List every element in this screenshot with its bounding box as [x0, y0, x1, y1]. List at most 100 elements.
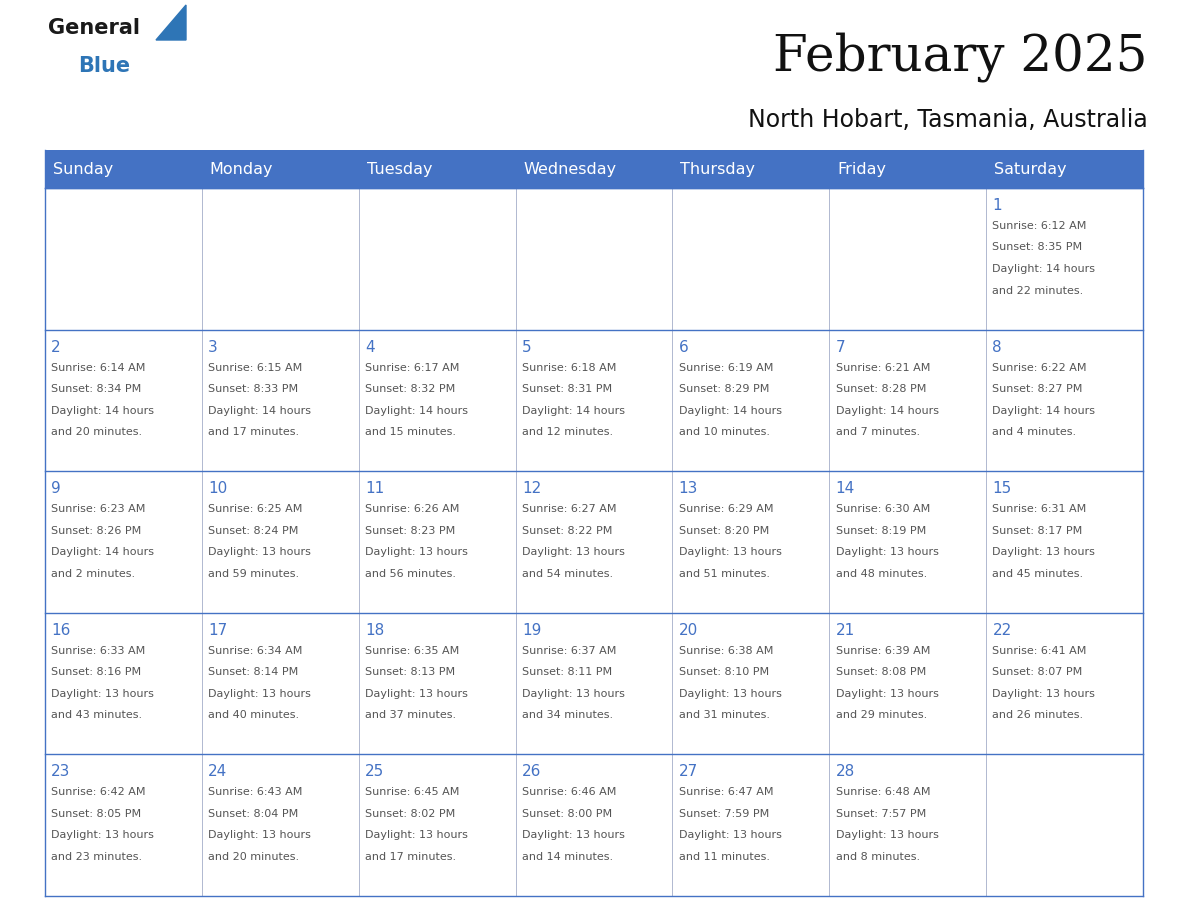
Text: and 17 minutes.: and 17 minutes.: [208, 427, 299, 437]
Text: Sunset: 8:16 PM: Sunset: 8:16 PM: [51, 667, 141, 677]
Text: Daylight: 13 hours: Daylight: 13 hours: [365, 831, 468, 840]
Bar: [45, 330, 202, 471]
Text: and 56 minutes.: and 56 minutes.: [365, 568, 456, 578]
Text: Sunrise: 6:35 AM: Sunrise: 6:35 AM: [365, 645, 460, 655]
Text: and 43 minutes.: and 43 minutes.: [51, 711, 143, 721]
Text: Daylight: 13 hours: Daylight: 13 hours: [992, 547, 1095, 557]
Text: Sunrise: 6:41 AM: Sunrise: 6:41 AM: [992, 645, 1087, 655]
Bar: [359, 471, 516, 613]
Text: 13: 13: [678, 481, 699, 497]
Text: Sunrise: 6:37 AM: Sunrise: 6:37 AM: [522, 645, 617, 655]
Bar: [986, 471, 1143, 613]
Text: Sunrise: 6:43 AM: Sunrise: 6:43 AM: [208, 788, 303, 798]
Text: Daylight: 13 hours: Daylight: 13 hours: [992, 688, 1095, 699]
Text: Sunrise: 6:17 AM: Sunrise: 6:17 AM: [365, 363, 460, 373]
Text: 24: 24: [208, 765, 227, 779]
Text: Daylight: 13 hours: Daylight: 13 hours: [835, 831, 939, 840]
Bar: [45, 150, 1143, 188]
Text: 12: 12: [522, 481, 541, 497]
Text: Daylight: 13 hours: Daylight: 13 hours: [208, 547, 311, 557]
Text: Daylight: 13 hours: Daylight: 13 hours: [835, 547, 939, 557]
Text: 2: 2: [51, 340, 61, 354]
Bar: [672, 471, 829, 613]
Text: and 10 minutes.: and 10 minutes.: [678, 427, 770, 437]
Text: Daylight: 13 hours: Daylight: 13 hours: [678, 688, 782, 699]
Text: Sunset: 8:27 PM: Sunset: 8:27 PM: [992, 384, 1082, 394]
Text: and 45 minutes.: and 45 minutes.: [992, 568, 1083, 578]
Bar: [45, 755, 202, 896]
Text: 7: 7: [835, 340, 845, 354]
Bar: [829, 188, 986, 330]
Bar: [202, 755, 359, 896]
Text: Sunrise: 6:12 AM: Sunrise: 6:12 AM: [992, 221, 1087, 231]
Bar: [986, 613, 1143, 755]
Bar: [986, 188, 1143, 330]
Text: 4: 4: [365, 340, 374, 354]
Text: Daylight: 14 hours: Daylight: 14 hours: [835, 406, 939, 416]
Text: Sunday: Sunday: [52, 162, 113, 177]
Text: 23: 23: [51, 765, 70, 779]
Text: Sunset: 8:31 PM: Sunset: 8:31 PM: [522, 384, 612, 394]
Text: Sunrise: 6:47 AM: Sunrise: 6:47 AM: [678, 788, 773, 798]
Text: Sunset: 8:04 PM: Sunset: 8:04 PM: [208, 809, 298, 819]
Text: Sunset: 8:10 PM: Sunset: 8:10 PM: [678, 667, 769, 677]
Text: Daylight: 14 hours: Daylight: 14 hours: [51, 406, 154, 416]
Text: Daylight: 14 hours: Daylight: 14 hours: [992, 264, 1095, 274]
Text: Sunset: 8:17 PM: Sunset: 8:17 PM: [992, 526, 1082, 536]
Text: and 11 minutes.: and 11 minutes.: [678, 852, 770, 862]
Text: and 34 minutes.: and 34 minutes.: [522, 711, 613, 721]
Text: and 22 minutes.: and 22 minutes.: [992, 285, 1083, 296]
Text: Sunrise: 6:26 AM: Sunrise: 6:26 AM: [365, 504, 460, 514]
Text: Sunset: 8:11 PM: Sunset: 8:11 PM: [522, 667, 612, 677]
Text: 25: 25: [365, 765, 384, 779]
Text: Daylight: 14 hours: Daylight: 14 hours: [51, 547, 154, 557]
Text: Sunrise: 6:48 AM: Sunrise: 6:48 AM: [835, 788, 930, 798]
Text: 17: 17: [208, 622, 227, 638]
Text: Sunset: 8:32 PM: Sunset: 8:32 PM: [365, 384, 455, 394]
Text: 1: 1: [992, 198, 1001, 213]
Text: Sunset: 8:08 PM: Sunset: 8:08 PM: [835, 667, 925, 677]
Text: and 31 minutes.: and 31 minutes.: [678, 711, 770, 721]
Bar: [672, 188, 829, 330]
Text: Daylight: 13 hours: Daylight: 13 hours: [365, 688, 468, 699]
Bar: [359, 188, 516, 330]
Text: and 54 minutes.: and 54 minutes.: [522, 568, 613, 578]
Text: and 20 minutes.: and 20 minutes.: [208, 852, 299, 862]
Text: Daylight: 13 hours: Daylight: 13 hours: [51, 831, 154, 840]
Text: and 12 minutes.: and 12 minutes.: [522, 427, 613, 437]
Bar: [516, 188, 672, 330]
Text: Daylight: 13 hours: Daylight: 13 hours: [208, 831, 311, 840]
Text: Sunset: 8:14 PM: Sunset: 8:14 PM: [208, 667, 298, 677]
Text: Sunset: 8:00 PM: Sunset: 8:00 PM: [522, 809, 612, 819]
Text: Daylight: 14 hours: Daylight: 14 hours: [208, 406, 311, 416]
Text: Sunrise: 6:31 AM: Sunrise: 6:31 AM: [992, 504, 1087, 514]
Polygon shape: [156, 5, 187, 40]
Text: and 37 minutes.: and 37 minutes.: [365, 711, 456, 721]
Text: 21: 21: [835, 622, 855, 638]
Text: and 15 minutes.: and 15 minutes.: [365, 427, 456, 437]
Bar: [516, 613, 672, 755]
Text: 9: 9: [51, 481, 61, 497]
Text: 26: 26: [522, 765, 542, 779]
Bar: [672, 330, 829, 471]
Text: Daylight: 13 hours: Daylight: 13 hours: [522, 688, 625, 699]
Text: Saturday: Saturday: [994, 162, 1067, 177]
Text: and 59 minutes.: and 59 minutes.: [208, 568, 299, 578]
Text: Sunset: 8:28 PM: Sunset: 8:28 PM: [835, 384, 925, 394]
Text: Sunset: 7:59 PM: Sunset: 7:59 PM: [678, 809, 769, 819]
Text: Thursday: Thursday: [681, 162, 756, 177]
Text: Sunset: 8:23 PM: Sunset: 8:23 PM: [365, 526, 455, 536]
Text: Daylight: 13 hours: Daylight: 13 hours: [365, 547, 468, 557]
Text: Sunset: 8:13 PM: Sunset: 8:13 PM: [365, 667, 455, 677]
Text: Sunset: 8:34 PM: Sunset: 8:34 PM: [51, 384, 141, 394]
Bar: [516, 755, 672, 896]
Text: Sunset: 8:26 PM: Sunset: 8:26 PM: [51, 526, 141, 536]
Text: 19: 19: [522, 622, 542, 638]
Text: Daylight: 14 hours: Daylight: 14 hours: [365, 406, 468, 416]
Text: Sunrise: 6:19 AM: Sunrise: 6:19 AM: [678, 363, 773, 373]
Text: 10: 10: [208, 481, 227, 497]
Text: Sunset: 8:02 PM: Sunset: 8:02 PM: [365, 809, 455, 819]
Bar: [45, 613, 202, 755]
Text: Sunset: 8:05 PM: Sunset: 8:05 PM: [51, 809, 141, 819]
Text: Sunset: 7:57 PM: Sunset: 7:57 PM: [835, 809, 925, 819]
